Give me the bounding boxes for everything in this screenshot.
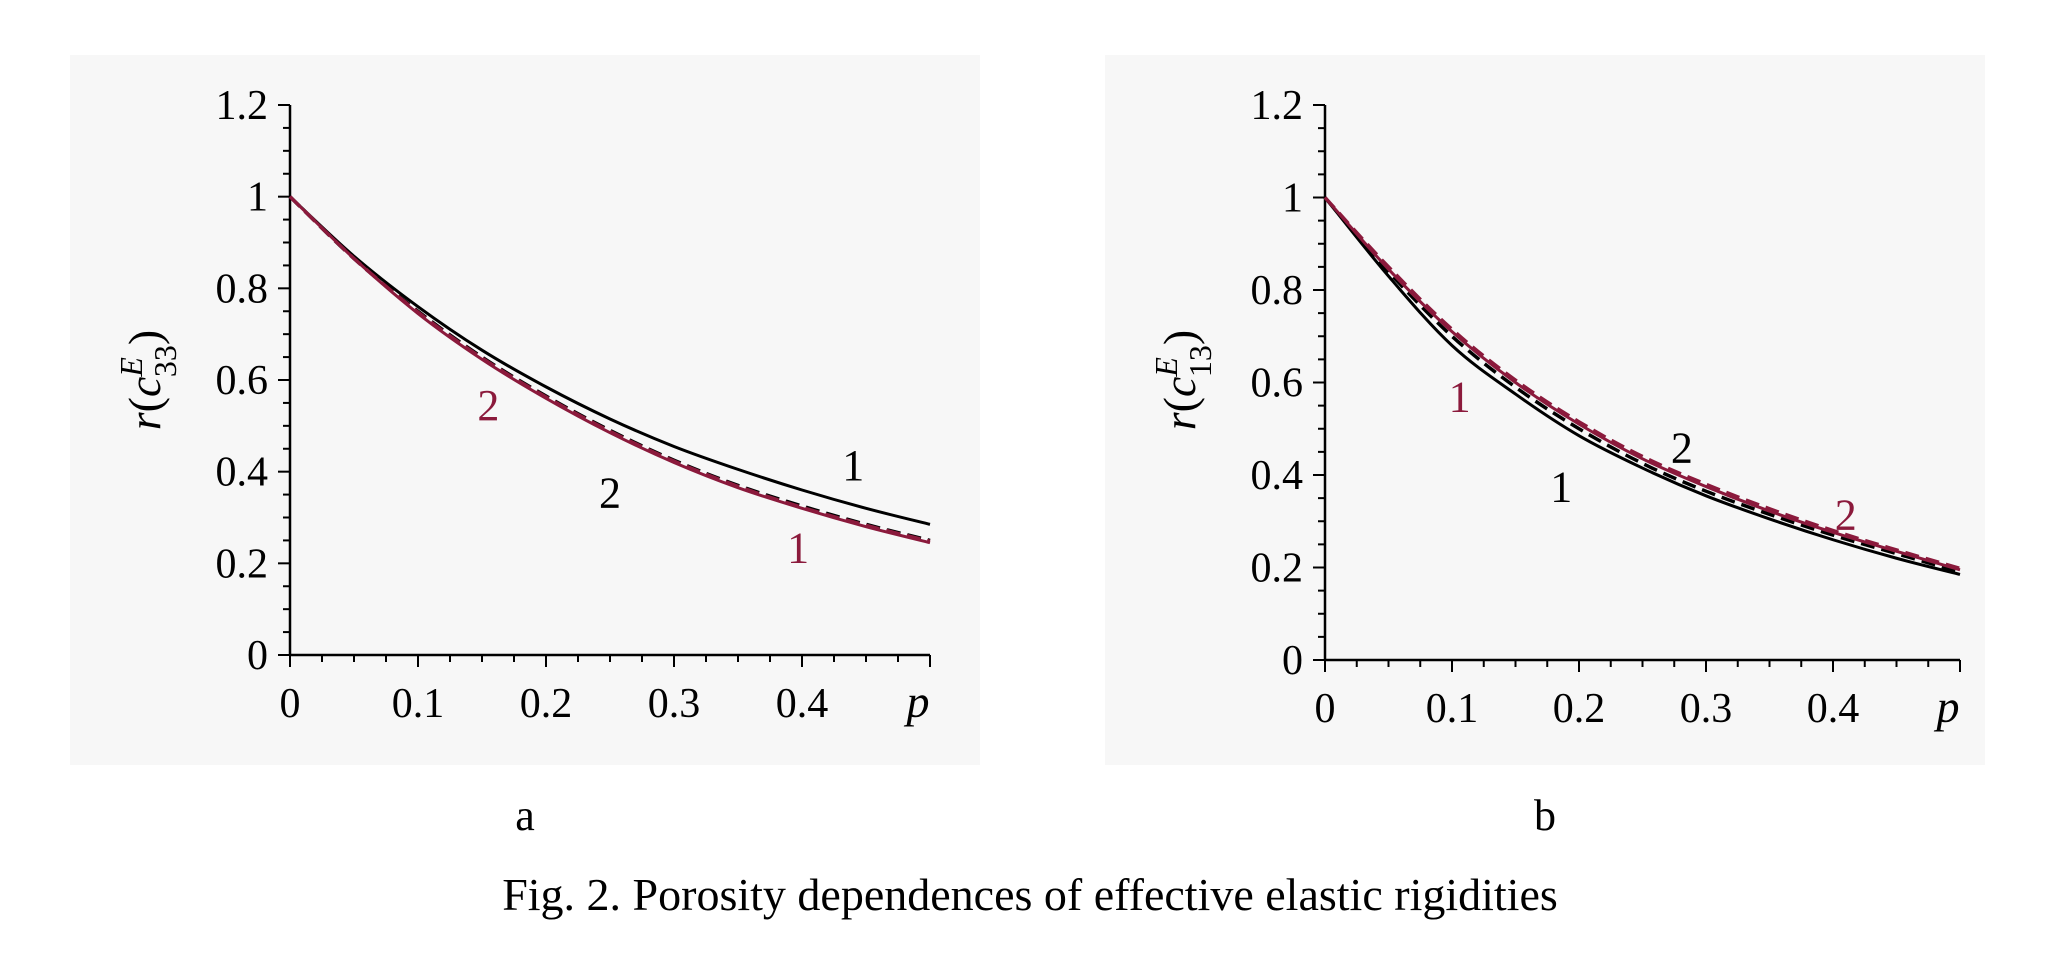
chart-a-y-tick-label: 0 bbox=[247, 633, 268, 679]
chart-a-curve-label: 2 bbox=[477, 381, 499, 430]
chart-b-x-axis-label: p bbox=[1934, 681, 1960, 732]
chart-b-curve-label: 2 bbox=[1835, 490, 1857, 539]
chart-b-series-crimson-dashed bbox=[1323, 196, 1961, 571]
chart-b-x-tick-label: 0.1 bbox=[1426, 686, 1479, 732]
chart-b-x-tick-label: 0.4 bbox=[1807, 686, 1860, 732]
chart-b-plot-background bbox=[1105, 55, 1985, 765]
chart-a-curve-label: 1 bbox=[787, 523, 809, 572]
chart-a-panel-letter: a bbox=[515, 791, 535, 840]
chart-b-x-tick-label: 0.3 bbox=[1680, 686, 1733, 732]
chart-b-y-tick-label: 0 bbox=[1282, 638, 1303, 684]
chart-a-x-tick-label: 0.2 bbox=[520, 681, 573, 727]
chart-b-y-tick-label: 0.8 bbox=[1251, 268, 1304, 314]
chart-panel-a: 0 0.2 0.4 0.6 0.8 1 1.2 0 0.1 0.2 0.3 0.4 p r(cE33) 1 2… bbox=[70, 55, 980, 840]
chart-a-x-tick-label: 0.4 bbox=[776, 681, 829, 727]
chart-a-y-tick-label: 0.4 bbox=[216, 450, 269, 496]
chart-a-x-tick-label: 0.3 bbox=[648, 681, 701, 727]
chart-b-y-tick-label: 0.4 bbox=[1251, 453, 1304, 499]
chart-a-y-tick-label: 0.8 bbox=[216, 266, 269, 312]
chart-b-curve-label: 2 bbox=[1671, 423, 1693, 472]
chart-a-y-tick-label: 1.2 bbox=[216, 83, 269, 129]
figure-caption: Fig. 2. Porosity dependences of effectiv… bbox=[502, 869, 1558, 920]
chart-b-series-black-solid bbox=[1323, 196, 1961, 576]
chart-b-curve-label: 1 bbox=[1550, 463, 1572, 512]
chart-a-y-tick-label: 0.6 bbox=[216, 358, 269, 404]
chart-a-y-axis-label: r(cE33) bbox=[113, 330, 183, 431]
chart-a-plot-background bbox=[70, 55, 980, 765]
chart-a-x-tick-label: 0 bbox=[280, 681, 301, 727]
chart-b-x-tick-label: 0 bbox=[1315, 686, 1336, 732]
chart-b-y-tick-label: 1.2 bbox=[1251, 83, 1304, 129]
chart-b-curve-label: 1 bbox=[1449, 372, 1471, 421]
chart-a-series-crimson-dashed bbox=[288, 195, 931, 544]
chart-b-series-black-dashed bbox=[1323, 196, 1961, 574]
chart-a-y-tick-label: 0.2 bbox=[216, 541, 269, 587]
chart-b-y-axis-label: r(cE13) bbox=[1148, 330, 1218, 431]
chart-a-x-tick-label: 0.1 bbox=[392, 681, 445, 727]
chart-b-panel-letter: b bbox=[1534, 791, 1556, 840]
chart-a-curve-label: 1 bbox=[842, 441, 864, 490]
chart-a-curve-label: 2 bbox=[599, 468, 621, 517]
chart-a-series-black-solid bbox=[288, 195, 931, 526]
chart-a-y-tick-label: 1 bbox=[247, 175, 268, 221]
chart-panel-b: 0 0.2 0.4 0.6 0.8 1 1.2 0 0.1 0.2 0.3 0.4 p r(cE13) 1 2… bbox=[1105, 55, 1985, 840]
chart-b-y-tick-label: 1 bbox=[1282, 176, 1303, 222]
chart-b-y-tick-label: 0.2 bbox=[1251, 546, 1304, 592]
chart-b-y-tick-label: 0.6 bbox=[1251, 361, 1304, 407]
chart-a-x-axis-label: p bbox=[904, 676, 930, 727]
chart-b-x-tick-label: 0.2 bbox=[1553, 686, 1606, 732]
